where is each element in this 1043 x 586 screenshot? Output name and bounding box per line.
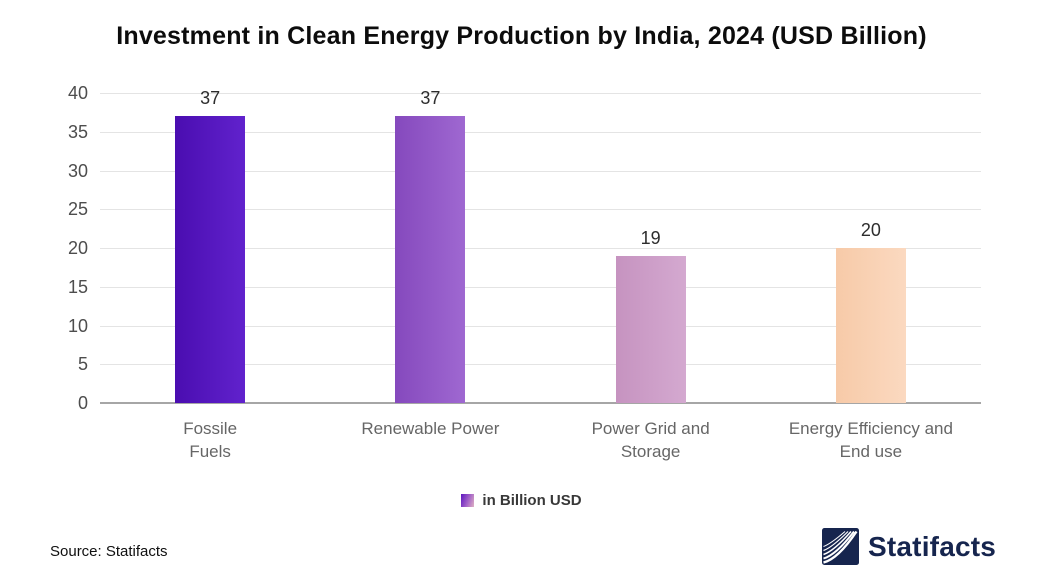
- x-axis-labels: Fossile Fuels Renewable Power Power Grid a…: [100, 417, 981, 477]
- gridline: [100, 131, 981, 133]
- y-tick-label: 30: [67, 160, 88, 181]
- gridline: [100, 170, 981, 172]
- y-tick-label: 40: [67, 83, 88, 103]
- y-tick-label: 0: [77, 393, 88, 413]
- gridline: [100, 209, 981, 211]
- gridline: [100, 93, 981, 94]
- bar-0: [175, 116, 246, 403]
- brand-name: Statifacts: [868, 530, 997, 562]
- y-tick-label: 20: [67, 238, 88, 258]
- chart-title: Investment in Clean Energy Production by…: [116, 22, 927, 50]
- x-tick-label: Renewable Power: [361, 419, 500, 438]
- bar-value-label: 19: [640, 227, 661, 248]
- y-tick-label: 5: [77, 354, 88, 375]
- y-axis-labels: 40 35 30 25 20 15 10 5 0: [38, 83, 88, 413]
- y-tick-label: 15: [67, 276, 88, 297]
- x-tick-label: Power Grid and Storage: [591, 419, 710, 462]
- bar-value-label: 20: [860, 220, 881, 240]
- statifacts-logo-icon: [822, 528, 859, 565]
- gridline: [100, 286, 981, 288]
- x-tick-label: Energy Efficiency and End use: [788, 419, 953, 462]
- y-tick-label: 25: [67, 199, 88, 220]
- legend-swatch-icon: [461, 494, 475, 507]
- gridline: [100, 325, 981, 327]
- gridline: [100, 248, 981, 249]
- x-tick-label: Fossile Fuels: [183, 419, 238, 462]
- gridline: [100, 364, 981, 366]
- legend: in Billion USD: [0, 492, 1043, 509]
- bar-3: [835, 248, 906, 403]
- y-tick-label: 35: [67, 121, 88, 142]
- bar-value-label: 37: [200, 88, 221, 109]
- bar-2: [615, 255, 686, 403]
- bar-1: [395, 116, 466, 403]
- brand-lockup: Statifacts: [822, 528, 996, 565]
- plot-area: 37 37 19 20: [100, 88, 981, 404]
- legend-label: in Billion USD: [482, 492, 582, 509]
- bar-value-label: 37: [420, 88, 441, 109]
- x-axis-line: [100, 402, 981, 404]
- y-tick-label: 10: [67, 315, 88, 336]
- source-note: Source: Statifacts: [50, 543, 168, 560]
